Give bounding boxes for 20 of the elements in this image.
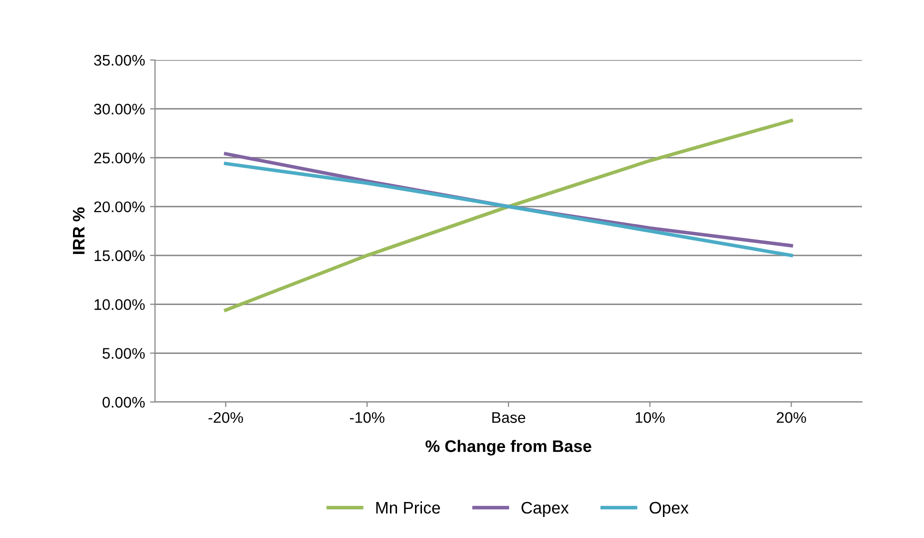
y-tick-label: 30.00% [94,104,145,115]
line-series [224,118,794,312]
x-tick-label: 20% [776,412,806,423]
x-axis-title: % Change from Base [426,440,592,456]
x-tick-label: -20% [208,412,243,423]
legend-label: Opex [650,502,689,517]
y-tick-label: 5.00% [102,348,145,359]
legend-label: Mn Price [376,501,440,514]
y-tick-label: 25.00% [94,152,145,164]
legend-label: Capex [522,502,569,517]
y-tick-label: 0.00% [102,396,145,408]
y-tick-label: 20.00% [94,201,145,212]
x-tick-label: -10% [350,412,384,423]
y-axis-title: IRR % [72,207,85,254]
y-tick-label: 10.00% [94,299,145,310]
y-tick-label: 15.00% [94,250,145,262]
x-tick-label: 10% [636,412,665,423]
line-series [224,162,794,258]
y-tick-label: 35.00% [94,54,145,66]
x-tick-label: Base [492,412,526,423]
